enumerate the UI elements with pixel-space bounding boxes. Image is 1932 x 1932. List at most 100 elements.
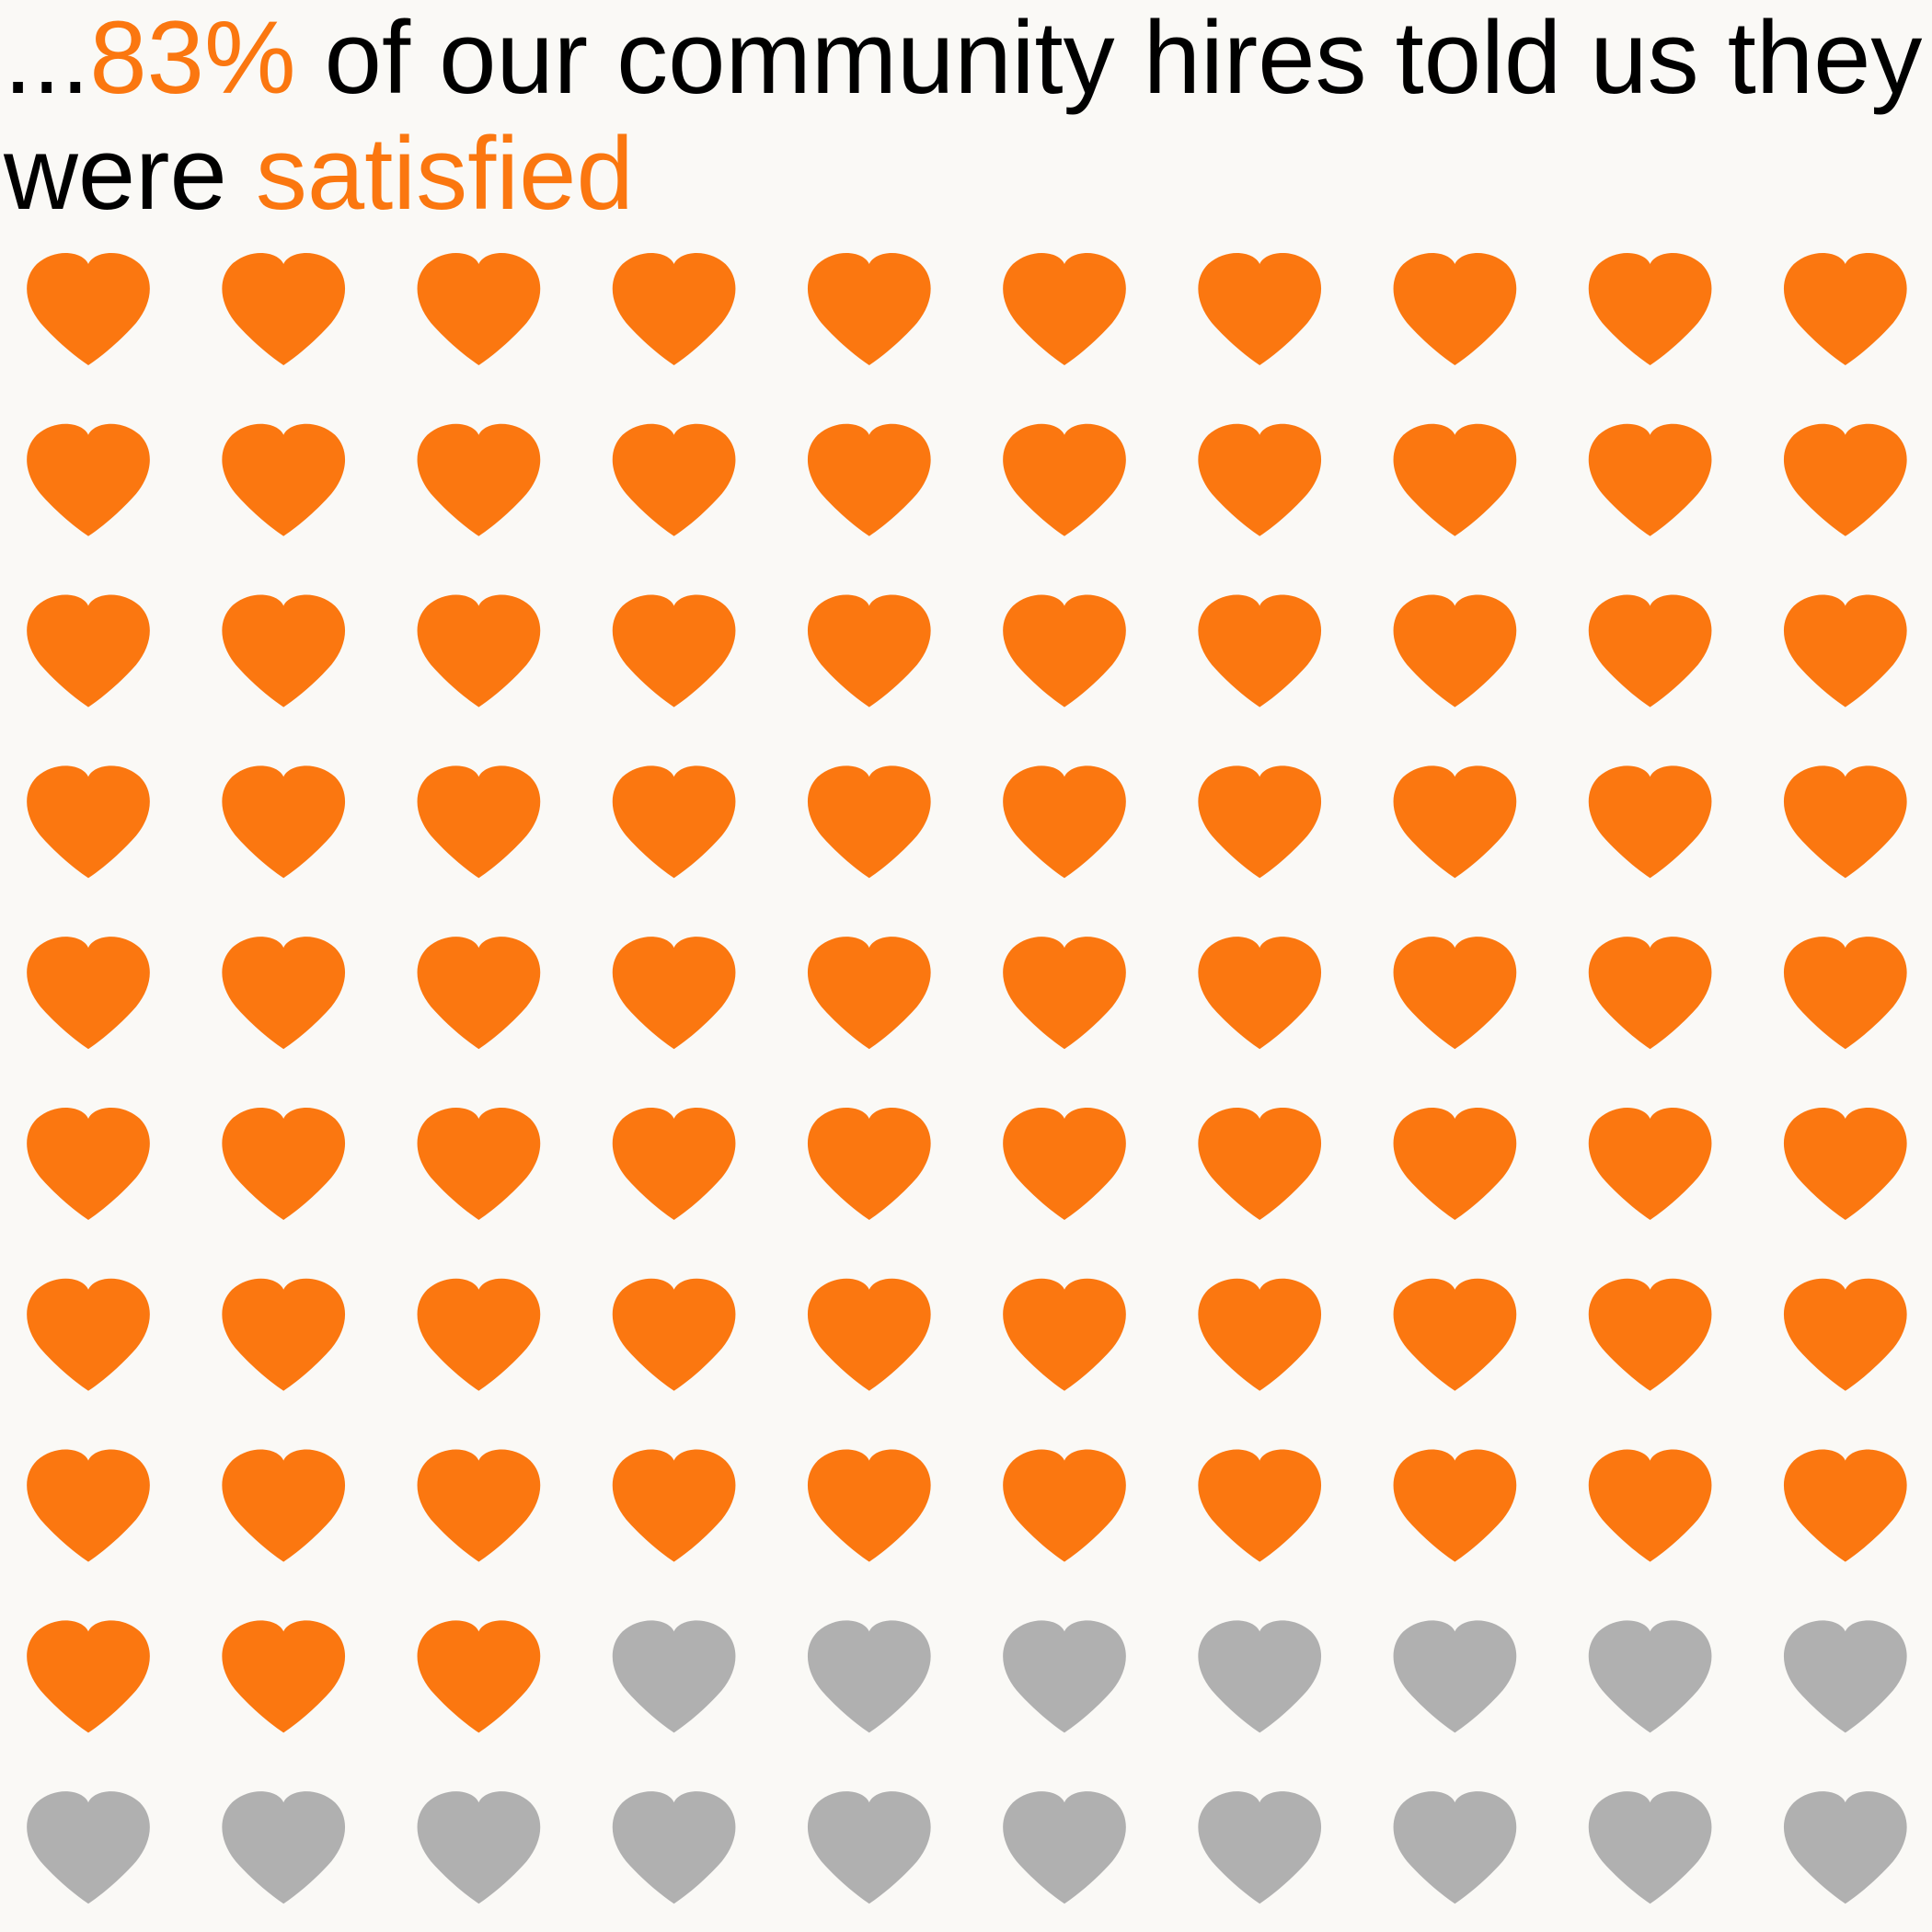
heart-icon-filled <box>1003 1107 1126 1220</box>
heart-icon-filled <box>417 1449 541 1562</box>
heart-icon-filled <box>1588 765 1712 879</box>
heart-icon-filled <box>417 937 541 1050</box>
heart-icon-filled <box>1198 252 1322 365</box>
heart-icon-filled <box>417 1107 541 1220</box>
heart-icon-filled <box>1393 594 1517 707</box>
heart-icon-empty <box>1198 1791 1322 1904</box>
heart-icon-empty <box>1783 1791 1907 1904</box>
heart-icon-filled <box>612 594 736 707</box>
heart-icon-filled <box>807 765 931 879</box>
heart-icon-filled <box>1783 594 1907 707</box>
heart-icon-filled <box>1003 1449 1126 1562</box>
heart-icon-filled <box>1393 1449 1517 1562</box>
heart-icon-filled <box>1003 423 1126 536</box>
heart-icon-filled <box>1588 1107 1712 1220</box>
heart-icon-filled <box>27 1107 150 1220</box>
heart-icon-empty <box>1588 1791 1712 1904</box>
heart-icon-filled <box>222 765 346 879</box>
heart-icon-filled <box>1783 1278 1907 1391</box>
heart-icon-filled <box>222 1449 346 1562</box>
heart-icon-filled <box>1393 1278 1517 1391</box>
heart-icon-filled <box>1393 937 1517 1050</box>
heart-icon-empty <box>807 1620 931 1733</box>
heart-icon-filled <box>1198 1278 1322 1391</box>
heart-icon-filled <box>1588 423 1712 536</box>
heart-icon-filled <box>1198 937 1322 1050</box>
heart-icon-empty <box>417 1791 541 1904</box>
heart-icon-filled <box>222 423 346 536</box>
heart-icon-filled <box>27 423 150 536</box>
heart-icon-filled <box>612 937 736 1050</box>
heart-icon-empty <box>612 1620 736 1733</box>
heart-icon-filled <box>807 252 931 365</box>
heart-icon-filled <box>1588 1449 1712 1562</box>
headline-middle: of our community hires told us they were <box>4 0 1923 231</box>
heart-icon-filled <box>1393 423 1517 536</box>
heart-icon-empty <box>1393 1791 1517 1904</box>
heart-icon-filled <box>612 252 736 365</box>
heart-icon-filled <box>1198 1107 1322 1220</box>
heart-icon-empty <box>1003 1620 1126 1733</box>
heart-icon-empty <box>1198 1620 1322 1733</box>
heart-icon-filled <box>222 1278 346 1391</box>
heart-icon-filled <box>1783 765 1907 879</box>
heart-icon-filled <box>27 937 150 1050</box>
heart-icon-filled <box>417 594 541 707</box>
heart-icon-empty <box>1003 1791 1126 1904</box>
headline-prefix: ... <box>4 0 90 115</box>
heart-icon-filled <box>222 252 346 365</box>
heart-icon-filled <box>27 1449 150 1562</box>
heart-icon-filled <box>222 1620 346 1733</box>
heart-icon-filled <box>417 1620 541 1733</box>
heart-icon-filled <box>27 1620 150 1733</box>
heart-icon-filled <box>417 423 541 536</box>
heart-icon-filled <box>222 594 346 707</box>
heart-icon-filled <box>1198 765 1322 879</box>
heart-icon-filled <box>1198 1449 1322 1562</box>
heart-icon-filled <box>1003 1278 1126 1391</box>
heart-icon-filled <box>1393 765 1517 879</box>
heart-icon-empty <box>807 1791 931 1904</box>
heart-icon-filled <box>612 1107 736 1220</box>
heart-icon-filled <box>417 765 541 879</box>
heart-icon-filled <box>417 1278 541 1391</box>
heart-icon-filled <box>222 937 346 1050</box>
heart-icon-filled <box>1393 252 1517 365</box>
heart-icon-filled <box>807 1107 931 1220</box>
heart-icon-filled <box>417 252 541 365</box>
heart-icon-empty <box>1393 1620 1517 1733</box>
heart-icon-filled <box>27 1278 150 1391</box>
heart-icon-empty <box>1588 1620 1712 1733</box>
heart-icon-filled <box>1003 937 1126 1050</box>
heart-icon-filled <box>1003 765 1126 879</box>
heart-icon-filled <box>1393 1107 1517 1220</box>
heart-icon-filled <box>1588 594 1712 707</box>
heart-icon-filled <box>612 423 736 536</box>
heart-icon-filled <box>27 765 150 879</box>
heart-icon-filled <box>807 423 931 536</box>
heart-icon-filled <box>1588 937 1712 1050</box>
heart-icon-filled <box>612 1278 736 1391</box>
heart-icon-filled <box>807 594 931 707</box>
heart-icon-filled <box>1588 252 1712 365</box>
heart-icon-filled <box>612 1449 736 1562</box>
headline: ...83% of our community hires told us th… <box>4 0 1926 232</box>
heart-icon-empty <box>222 1791 346 1904</box>
heart-icon-filled <box>1783 1107 1907 1220</box>
headline-highlight: satisfied <box>255 116 634 231</box>
heart-icon-filled <box>807 1449 931 1562</box>
heart-icon-filled <box>27 594 150 707</box>
heart-icon-filled <box>807 1278 931 1391</box>
heart-icon-filled <box>1783 937 1907 1050</box>
heart-icon-filled <box>807 937 931 1050</box>
heart-icon-empty <box>1783 1620 1907 1733</box>
heart-icon-filled <box>1198 594 1322 707</box>
heart-icon-filled <box>612 765 736 879</box>
heart-icon-filled <box>1198 423 1322 536</box>
heart-icon-filled <box>222 1107 346 1220</box>
heart-icon-filled <box>1783 252 1907 365</box>
heart-icon-empty <box>27 1791 150 1904</box>
heart-icon-filled <box>1003 252 1126 365</box>
heart-icon-filled <box>1588 1278 1712 1391</box>
